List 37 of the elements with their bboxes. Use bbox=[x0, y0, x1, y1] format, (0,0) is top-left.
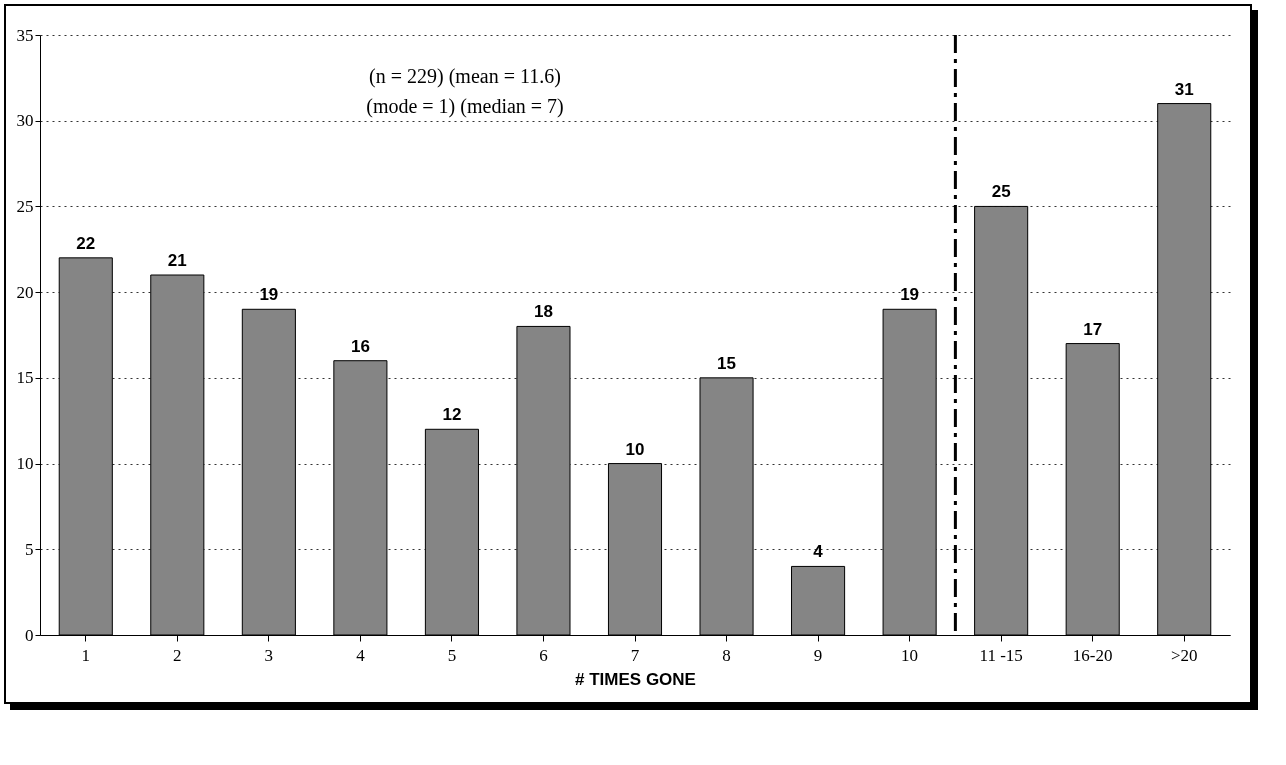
annotation: (n = 229) (mean = 11.6) bbox=[369, 65, 561, 88]
y-tick-label: 0 bbox=[25, 625, 34, 645]
x-tick-label: 9 bbox=[813, 645, 823, 665]
x-tick-label: 8 bbox=[722, 645, 731, 665]
x-tick-label: 6 bbox=[539, 645, 548, 665]
x-tick-label: 7 bbox=[630, 645, 640, 665]
x-axis-title: # TIMES GONE bbox=[575, 669, 696, 689]
data-label: 17 bbox=[1083, 319, 1103, 339]
x-tick-label: 2 bbox=[173, 645, 182, 665]
data-label: 19 bbox=[259, 285, 279, 305]
data-label: 25 bbox=[991, 182, 1011, 202]
data-label: 18 bbox=[534, 302, 553, 322]
data-label: 22 bbox=[76, 233, 96, 253]
data-label: 4 bbox=[813, 542, 824, 562]
x-tick-label: 1 bbox=[81, 645, 91, 665]
x-tick-label: 5 bbox=[447, 645, 457, 665]
data-label: 16 bbox=[350, 336, 370, 356]
y-tick-label: 25 bbox=[16, 196, 34, 216]
data-label: 31 bbox=[1174, 79, 1194, 99]
y-tick-label: 5 bbox=[25, 539, 34, 559]
data-label: 12 bbox=[442, 405, 462, 425]
y-tick-label: 35 bbox=[16, 25, 34, 45]
x-tick-label: 10 bbox=[901, 645, 919, 665]
x-tick-label: >20 bbox=[1170, 645, 1198, 665]
x-tick-label: 11 -15 bbox=[979, 645, 1023, 665]
y-tick-label: 20 bbox=[16, 282, 34, 302]
data-label: 21 bbox=[167, 251, 187, 270]
x-tick-label: 16-20 bbox=[1072, 645, 1113, 665]
x-tick-label: 3 bbox=[264, 645, 274, 665]
y-tick-label: 15 bbox=[16, 368, 34, 388]
data-label: 10 bbox=[625, 439, 645, 459]
data-label: 15 bbox=[717, 353, 736, 373]
x-tick-label: 4 bbox=[356, 645, 366, 665]
y-tick-label: 30 bbox=[16, 111, 34, 131]
annotation: (mode = 1) (median = 7) bbox=[366, 95, 564, 118]
y-tick-label: 10 bbox=[16, 454, 34, 474]
data-label: 19 bbox=[900, 285, 920, 305]
